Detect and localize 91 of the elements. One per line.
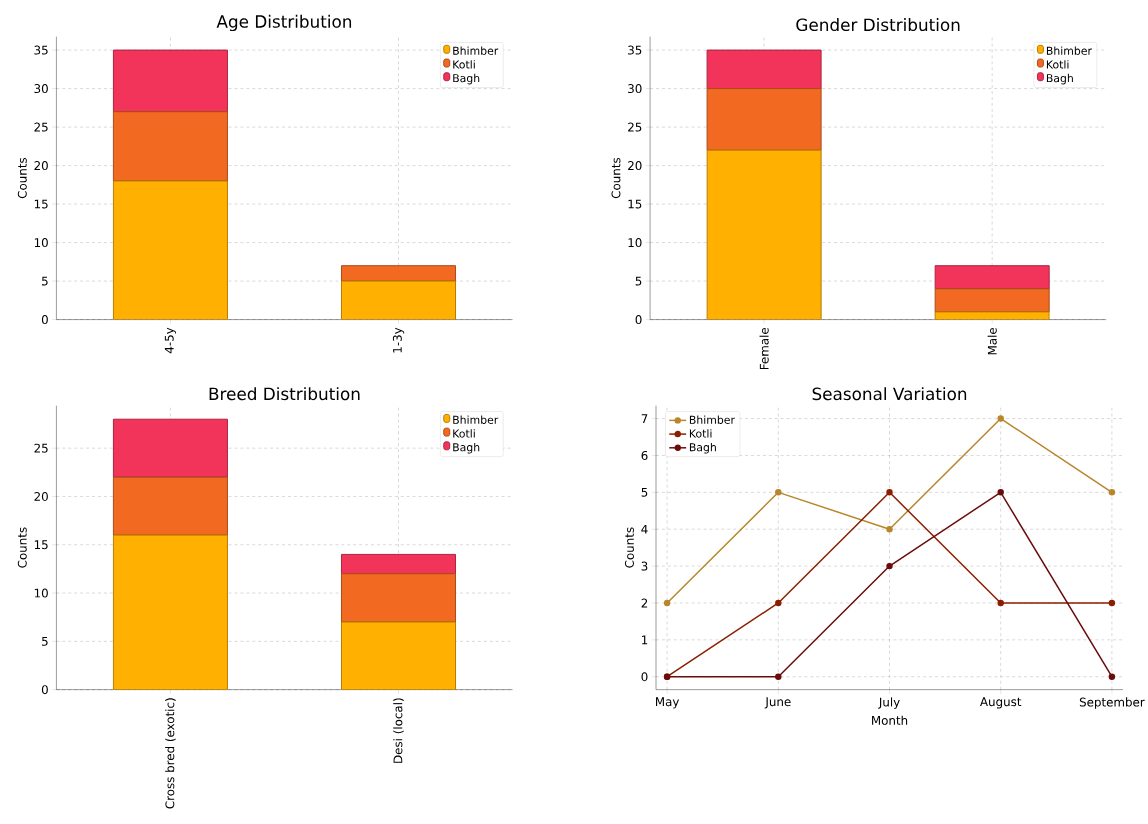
- y-tick-label: 3: [641, 561, 648, 571]
- bar: [340, 621, 457, 690]
- point: [1108, 489, 1116, 496]
- y-tick-label: 25: [34, 122, 48, 132]
- legend-label: Kotli: [453, 60, 475, 69]
- y-tick-label: 25: [628, 122, 642, 132]
- y-tick-label: 35: [628, 45, 642, 55]
- bar: [706, 49, 822, 89]
- x-tick-label: July: [878, 697, 900, 709]
- legend-label: Kotli: [689, 429, 712, 438]
- point: [886, 525, 893, 533]
- y-tick-label: 10: [34, 238, 48, 247]
- point: [1108, 673, 1116, 680]
- legend-label: Bagh: [453, 442, 480, 454]
- chart-title: Gender Distribution: [796, 18, 960, 32]
- bar: [340, 573, 457, 623]
- y-axis-title: Counts: [611, 157, 621, 199]
- y-tick-label: 20: [34, 160, 48, 170]
- bar: [112, 180, 228, 320]
- y-tick-label: 5: [635, 276, 642, 286]
- point: [997, 415, 1004, 422]
- bar: [112, 534, 228, 690]
- point: [775, 599, 782, 607]
- bar: [706, 87, 822, 151]
- chart-title: Seasonal Variation: [812, 387, 967, 401]
- y-axis-title: Counts: [624, 527, 634, 568]
- y-axis-title: Counts: [17, 157, 27, 199]
- legend-label: Bhimber: [453, 415, 499, 424]
- chart-title: Age Distribution: [216, 14, 352, 32]
- y-tick-label: 15: [34, 199, 48, 209]
- x-tick-label: 1-3y: [392, 327, 405, 353]
- y-tick-label: 4: [641, 524, 648, 534]
- x-tick-label: September: [1079, 697, 1145, 709]
- legend-label: Bagh: [1046, 73, 1073, 85]
- bar: [112, 418, 228, 478]
- y-tick-label: 0: [635, 315, 642, 324]
- x-tick-label: August: [980, 697, 1022, 709]
- y-tick-label: 6: [641, 450, 648, 460]
- bar: [112, 49, 228, 113]
- x-tick-label: Male: [987, 327, 997, 355]
- point: [997, 599, 1004, 607]
- y-tick-label: 7: [641, 414, 648, 423]
- y-tick-label: 15: [34, 540, 48, 550]
- legend-label: Bagh: [689, 442, 716, 454]
- x-tick-label: Female: [759, 327, 769, 369]
- point: [997, 489, 1004, 496]
- y-tick-label: 30: [628, 83, 642, 93]
- bar: [112, 476, 228, 536]
- x-tick-label: June: [764, 697, 791, 709]
- legend-label: Bhimber: [453, 46, 499, 55]
- bar: [706, 149, 822, 320]
- y-axis-title: Counts: [17, 527, 27, 568]
- point: [1108, 599, 1116, 607]
- point: [775, 489, 782, 496]
- x-axis-title: Month: [872, 715, 908, 725]
- y-tick-label: 10: [628, 238, 642, 247]
- legend-label: Bhimber: [689, 415, 735, 424]
- bar: [340, 553, 457, 575]
- y-tick-label: 20: [628, 160, 642, 170]
- y-tick-label: 35: [34, 45, 48, 55]
- point: [775, 673, 782, 680]
- x-tick-label: Cross bred (exotic): [165, 698, 176, 809]
- y-tick-label: 5: [42, 276, 48, 286]
- y-tick-label: 0: [641, 672, 648, 682]
- y-tick-label: 25: [34, 443, 48, 453]
- y-tick-label: 2: [641, 598, 648, 608]
- x-tick-label: Desi (local): [393, 698, 404, 763]
- bar: [112, 111, 228, 182]
- legend-label: Bagh: [453, 73, 480, 85]
- y-tick-label: 30: [34, 83, 48, 93]
- point: [886, 562, 893, 570]
- y-tick-label: 5: [42, 636, 48, 646]
- x-tick-label: May: [656, 697, 680, 709]
- bar: [934, 265, 1050, 290]
- legend-label: Kotli: [453, 429, 475, 438]
- y-tick-label: 0: [41, 315, 48, 324]
- y-tick-label: 15: [628, 199, 642, 209]
- bar: [934, 288, 1050, 313]
- y-tick-label: 1: [642, 635, 648, 645]
- legend-label: Kotli: [1046, 60, 1069, 69]
- chart-title: Breed Distribution: [209, 387, 360, 401]
- x-tick-label: 4-5y: [164, 327, 176, 354]
- point: [886, 489, 893, 496]
- legend-label: Bhimber: [1046, 46, 1092, 55]
- y-tick-label: 5: [641, 487, 648, 497]
- bar: [340, 265, 457, 282]
- y-tick-label: 0: [41, 685, 48, 695]
- bar: [340, 280, 457, 320]
- point: [663, 599, 671, 607]
- y-tick-label: 20: [34, 491, 48, 501]
- y-tick-label: 10: [34, 588, 48, 598]
